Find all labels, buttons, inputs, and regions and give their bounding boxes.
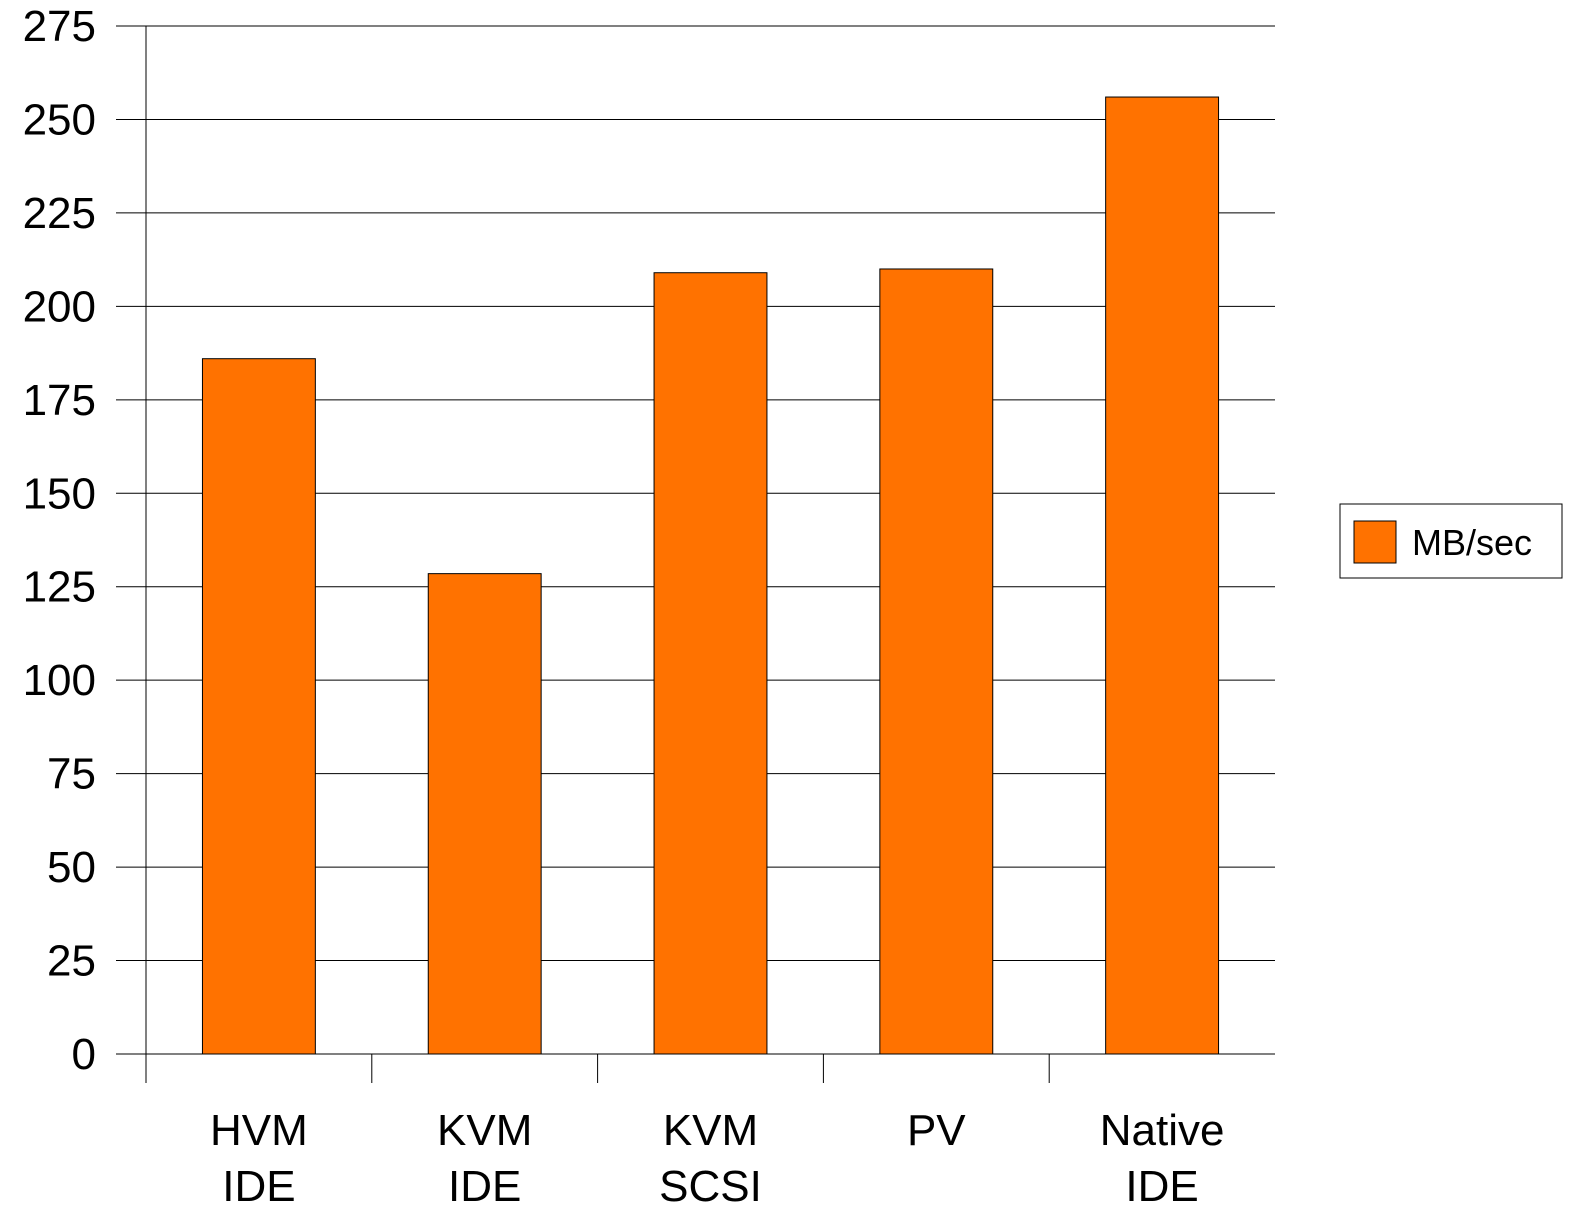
y-tick-label: 0 [72, 1030, 96, 1079]
x-category-label: HVM [210, 1106, 308, 1155]
y-tick-labels: 0 25 50 75 100 125 150 175 200 225 250 275 [23, 2, 96, 1079]
bar [427, 573, 542, 1055]
y-tick-label: 100 [23, 656, 96, 705]
x-category-labels: HVM IDE KVM IDE KVM SCSI PV Native IDE [210, 1106, 1224, 1211]
x-category-label: KVM [663, 1106, 758, 1155]
x-category-label: IDE [222, 1162, 295, 1211]
x-category-label: PV [907, 1106, 966, 1155]
y-tick-label: 75 [47, 750, 96, 799]
axes [116, 26, 1275, 1083]
y-tick-label: 125 [23, 563, 96, 612]
y-tick-label: 150 [23, 469, 96, 518]
y-tick-label: 25 [47, 937, 96, 986]
legend: MB/sec [1339, 503, 1563, 579]
bar [1105, 96, 1220, 1055]
x-category-label: IDE [448, 1162, 521, 1211]
bar [201, 358, 316, 1055]
x-category-label: KVM [437, 1106, 532, 1155]
y-tick-label: 50 [47, 843, 96, 892]
bar [653, 272, 768, 1055]
y-tick-label: 225 [23, 189, 96, 238]
y-tick-label: 175 [23, 376, 96, 425]
y-tick-label: 250 [23, 95, 96, 144]
x-category-label: Native [1100, 1106, 1225, 1155]
legend-box [1339, 503, 1563, 579]
x-category-label: SCSI [659, 1162, 762, 1211]
legend-swatch [1353, 520, 1397, 564]
y-tick-label: 200 [23, 282, 96, 331]
legend-label: MB/sec [1412, 522, 1532, 563]
y-tick-label: 275 [23, 2, 96, 51]
bars [201, 96, 1220, 1055]
x-category-label: IDE [1125, 1162, 1198, 1211]
bar [879, 268, 994, 1055]
